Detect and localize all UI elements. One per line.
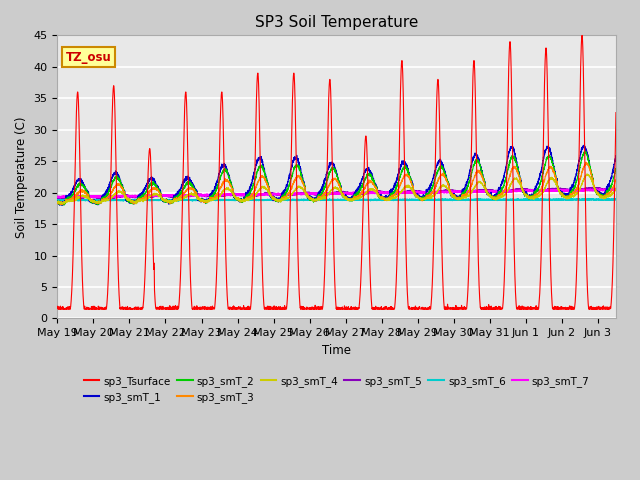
Line: sp3_smT_3: sp3_smT_3 <box>58 162 634 205</box>
sp3_Tsurface <box>54 306 62 312</box>
sp3_Tsurface <box>630 304 637 310</box>
sp3_smT_5 <box>547 186 555 192</box>
sp3_Tsurface <box>504 99 512 105</box>
sp3_smT_3 <box>582 159 590 165</box>
sp3_smT_5 <box>367 189 375 195</box>
sp3_smT_4 <box>504 187 512 193</box>
sp3_smT_1 <box>630 185 637 191</box>
sp3_smT_4 <box>547 175 555 180</box>
Line: sp3_smT_2: sp3_smT_2 <box>58 151 634 205</box>
sp3_smT_4 <box>54 199 61 204</box>
sp3_smT_7 <box>398 190 406 195</box>
Line: sp3_smT_4: sp3_smT_4 <box>58 174 634 204</box>
Line: sp3_smT_1: sp3_smT_1 <box>58 144 634 205</box>
Y-axis label: Soil Temperature (C): Soil Temperature (C) <box>15 116 28 238</box>
sp3_smT_7 <box>54 194 61 200</box>
sp3_smT_2 <box>398 167 406 173</box>
sp3_Tsurface <box>547 281 555 287</box>
sp3_smT_3 <box>504 180 512 185</box>
sp3_Tsurface <box>367 296 375 301</box>
sp3_smT_5 <box>532 188 540 193</box>
sp3_smT_6 <box>173 197 180 203</box>
sp3_smT_7 <box>547 188 555 194</box>
sp3_smT_6 <box>630 197 637 203</box>
sp3_smT_4 <box>621 171 628 177</box>
sp3_smT_2 <box>54 198 61 204</box>
sp3_smT_1 <box>532 184 540 190</box>
sp3_smT_5 <box>504 188 512 194</box>
sp3_smT_6 <box>398 197 406 203</box>
sp3_smT_5 <box>56 196 63 202</box>
sp3_smT_2 <box>504 166 512 171</box>
sp3_smT_3 <box>532 192 540 198</box>
sp3_smT_2 <box>173 194 181 200</box>
sp3_smT_2 <box>60 202 68 208</box>
sp3_smT_4 <box>630 191 637 197</box>
Line: sp3_smT_5: sp3_smT_5 <box>58 187 634 199</box>
sp3_Tsurface <box>54 304 61 310</box>
sp3_smT_4 <box>398 187 406 193</box>
sp3_smT_6 <box>174 198 182 204</box>
sp3_smT_4 <box>132 201 140 207</box>
sp3_smT_6 <box>54 198 61 204</box>
sp3_Tsurface <box>173 305 181 311</box>
sp3_smT_7 <box>630 187 637 192</box>
sp3_smT_2 <box>582 148 589 154</box>
Legend: sp3_Tsurface, sp3_smT_1, sp3_smT_2, sp3_smT_3, sp3_smT_4, sp3_smT_5, sp3_smT_6, : sp3_Tsurface, sp3_smT_1, sp3_smT_2, sp3_… <box>79 372 594 407</box>
sp3_smT_5 <box>398 190 406 195</box>
Title: SP3 Soil Temperature: SP3 Soil Temperature <box>255 15 419 30</box>
sp3_smT_1 <box>173 191 181 196</box>
sp3_smT_1 <box>547 150 555 156</box>
sp3_smT_3 <box>367 179 375 184</box>
sp3_smT_2 <box>630 186 637 192</box>
sp3_Tsurface <box>398 59 406 64</box>
sp3_smT_2 <box>547 157 555 163</box>
sp3_smT_3 <box>630 188 637 193</box>
sp3_smT_6 <box>504 197 512 203</box>
sp3_smT_7 <box>65 195 72 201</box>
sp3_smT_1 <box>504 153 512 159</box>
sp3_Tsurface <box>578 33 586 38</box>
sp3_smT_3 <box>398 178 406 183</box>
sp3_smT_2 <box>367 172 375 178</box>
sp3_smT_6 <box>477 196 484 202</box>
sp3_smT_2 <box>532 189 540 194</box>
Line: sp3_smT_7: sp3_smT_7 <box>58 189 634 198</box>
Line: sp3_Tsurface: sp3_Tsurface <box>58 36 634 309</box>
X-axis label: Time: Time <box>322 344 351 357</box>
sp3_smT_1 <box>367 169 375 175</box>
sp3_smT_3 <box>58 202 65 208</box>
Line: sp3_smT_6: sp3_smT_6 <box>58 199 634 201</box>
sp3_smT_1 <box>398 160 406 166</box>
sp3_smT_7 <box>616 186 623 192</box>
sp3_smT_3 <box>54 200 61 205</box>
sp3_smT_5 <box>54 196 61 202</box>
sp3_smT_7 <box>367 190 375 196</box>
sp3_smT_6 <box>547 197 555 203</box>
sp3_smT_3 <box>173 195 181 201</box>
sp3_smT_1 <box>58 203 66 208</box>
sp3_smT_1 <box>54 198 61 204</box>
sp3_smT_7 <box>173 192 181 198</box>
sp3_smT_6 <box>532 196 540 202</box>
sp3_smT_4 <box>532 193 540 199</box>
sp3_smT_3 <box>547 166 555 171</box>
sp3_Tsurface <box>532 306 540 312</box>
sp3_smT_7 <box>504 189 512 194</box>
sp3_smT_7 <box>532 188 540 194</box>
sp3_smT_6 <box>367 197 375 203</box>
sp3_smT_4 <box>173 198 181 204</box>
sp3_smT_5 <box>630 185 637 191</box>
sp3_smT_1 <box>616 141 624 147</box>
sp3_smT_5 <box>625 184 633 190</box>
sp3_smT_5 <box>173 194 181 200</box>
Text: TZ_osu: TZ_osu <box>66 51 111 64</box>
sp3_smT_4 <box>367 186 375 192</box>
